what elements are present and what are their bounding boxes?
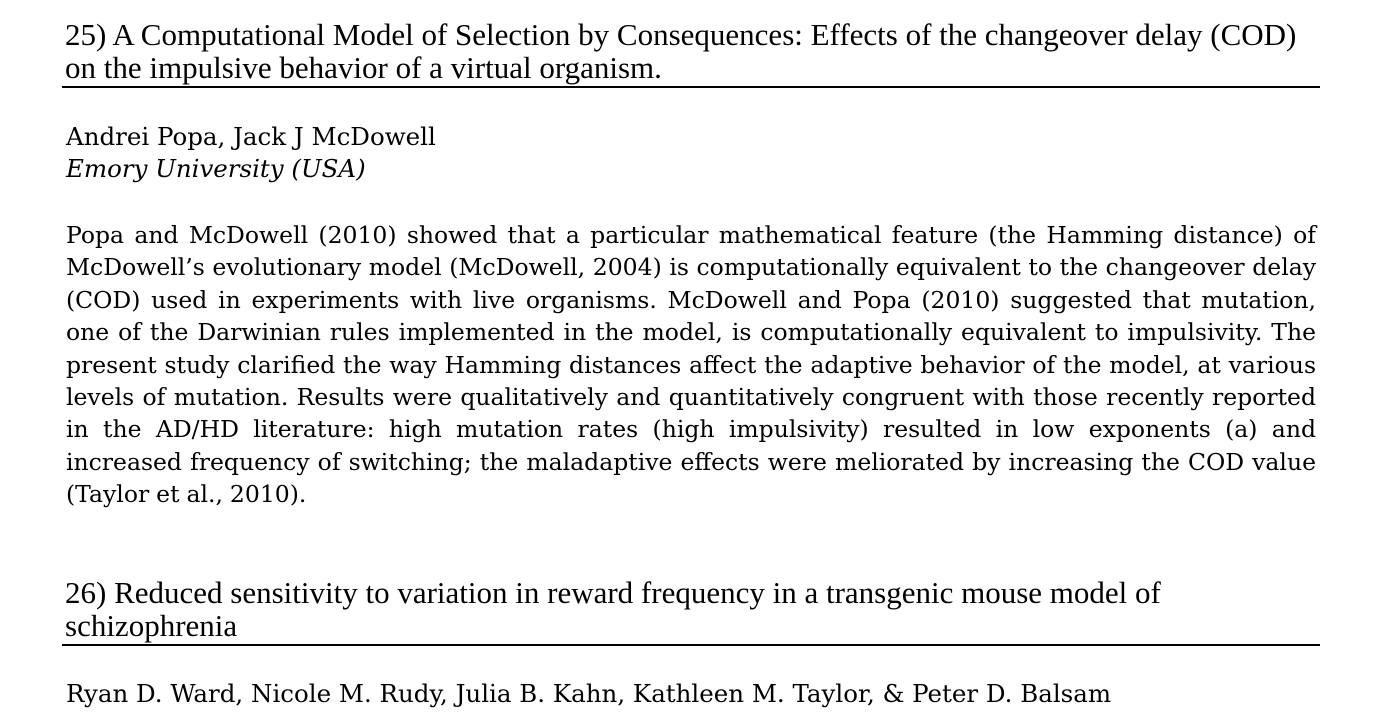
entry-authors: Andrei Popa, Jack J McDowell [66, 122, 436, 151]
entry-abstract: Popa and McDowell (2010) showed that a p… [66, 221, 1316, 509]
entry-affiliation: Emory University (USA) [66, 154, 366, 183]
entry-authors: Ryan D. Ward, Nicole M. Rudy, Julia B. K… [66, 679, 1112, 708]
abstract-entry-26: 26) Reduced sensitivity to variation in … [62, 576, 1320, 710]
entry-title: 25) A Computational Model of Selection b… [62, 18, 1320, 88]
entry-title: 26) Reduced sensitivity to variation in … [62, 576, 1320, 646]
abstract-entry-25: 25) A Computational Model of Selection b… [62, 18, 1320, 511]
